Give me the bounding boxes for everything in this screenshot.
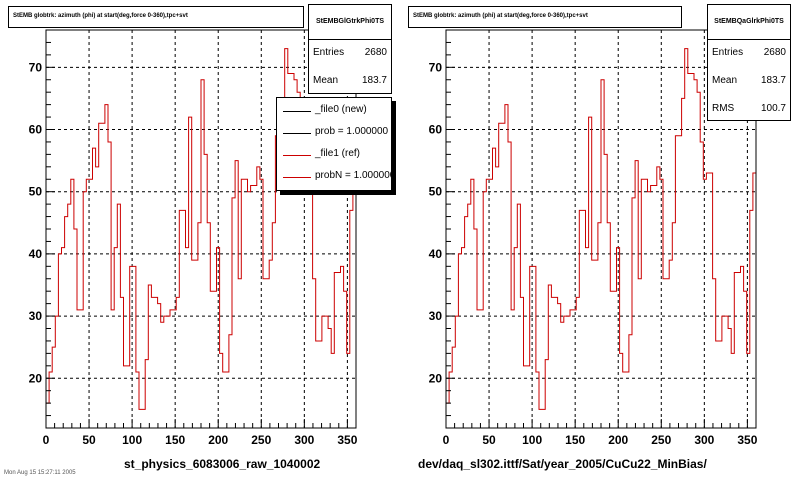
right-x-tick-label-300: 300 <box>694 433 714 447</box>
right-y-tick-label-70: 70 <box>429 60 443 74</box>
right-y-tick-label-20: 20 <box>429 371 443 385</box>
right-plot-title: StEMB globtrk: azimuth (phi) at start(de… <box>408 6 682 28</box>
right-x-tick-label-350: 350 <box>737 433 757 447</box>
left-stats-name: StEMBGlGtrkPhi0TS <box>309 5 391 40</box>
left-y-tick-label-40: 40 <box>29 247 43 261</box>
left-x-tick-label-150: 150 <box>165 433 185 447</box>
left-x-tick-label-350: 350 <box>337 433 357 447</box>
left-stats-box: StEMBGlGtrkPhi0TS Entries 2680 Mean 183.… <box>308 4 392 94</box>
legend-item-prob: prob = 1.000000 <box>277 122 391 144</box>
right-y-tick-label-60: 60 <box>429 123 443 137</box>
legend-item-file1: _file1 (ref) <box>277 144 391 166</box>
right-x-tick-label-150: 150 <box>565 433 585 447</box>
right-x-tick-label-50: 50 <box>482 433 496 447</box>
left-stats-mean: Mean 183.7 <box>313 75 387 86</box>
footer-fragment: Mon Aug 15 15:27:11 2005 <box>4 470 76 476</box>
left-x-tick-label-100: 100 <box>122 433 142 447</box>
right-x-tick-label-100: 100 <box>522 433 542 447</box>
right-x-tick-label-0: 0 <box>443 433 450 447</box>
left-y-tick-label-30: 30 <box>29 309 43 323</box>
legend-box: _file0 (new) prob = 1.000000 _file1 (ref… <box>276 97 392 191</box>
left-x-tick-label-300: 300 <box>294 433 314 447</box>
left-y-tick-label-20: 20 <box>29 371 43 385</box>
right-stats-entries: Entries 2680 <box>712 47 786 58</box>
left-x-tick-label-250: 250 <box>251 433 271 447</box>
legend-item-file0: _file0 (new) <box>277 100 391 122</box>
left-x-axis-label: st_physics_6083006_raw_1040002 <box>124 457 321 471</box>
left-y-tick-label-70: 70 <box>29 60 43 74</box>
right-y-tick-label-40: 40 <box>429 247 443 261</box>
left-y-tick-label-60: 60 <box>29 123 43 137</box>
right-x-axis-label: dev/daq_sl302.ittf/Sat/year_2005/CuCu22_… <box>418 457 707 471</box>
legend-item-probn: probN = 1.000000 <box>277 166 391 188</box>
right-stats-name: StEMBQaGlrkPhi0TS <box>708 5 790 40</box>
left-x-tick-label-50: 50 <box>82 433 96 447</box>
right-x-tick-label-200: 200 <box>608 433 628 447</box>
right-stats-box: StEMBQaGlrkPhi0TS Entries 2680 Mean 183.… <box>707 4 791 121</box>
right-y-tick-label-50: 50 <box>429 185 443 199</box>
right-stats-mean: Mean 183.7 <box>712 75 786 86</box>
right-stats-rms: RMS 100.7 <box>712 103 786 114</box>
left-x-tick-label-200: 200 <box>208 433 228 447</box>
right-y-tick-label-30: 30 <box>429 309 443 323</box>
left-y-tick-label-50: 50 <box>29 185 43 199</box>
left-x-tick-label-0: 0 <box>43 433 50 447</box>
left-stats-entries: Entries 2680 <box>313 47 387 58</box>
left-plot-title: StEMB globtrk: azimuth (phi) at start(de… <box>8 6 304 28</box>
right-series-0 <box>446 48 756 410</box>
right-x-tick-label-250: 250 <box>651 433 671 447</box>
